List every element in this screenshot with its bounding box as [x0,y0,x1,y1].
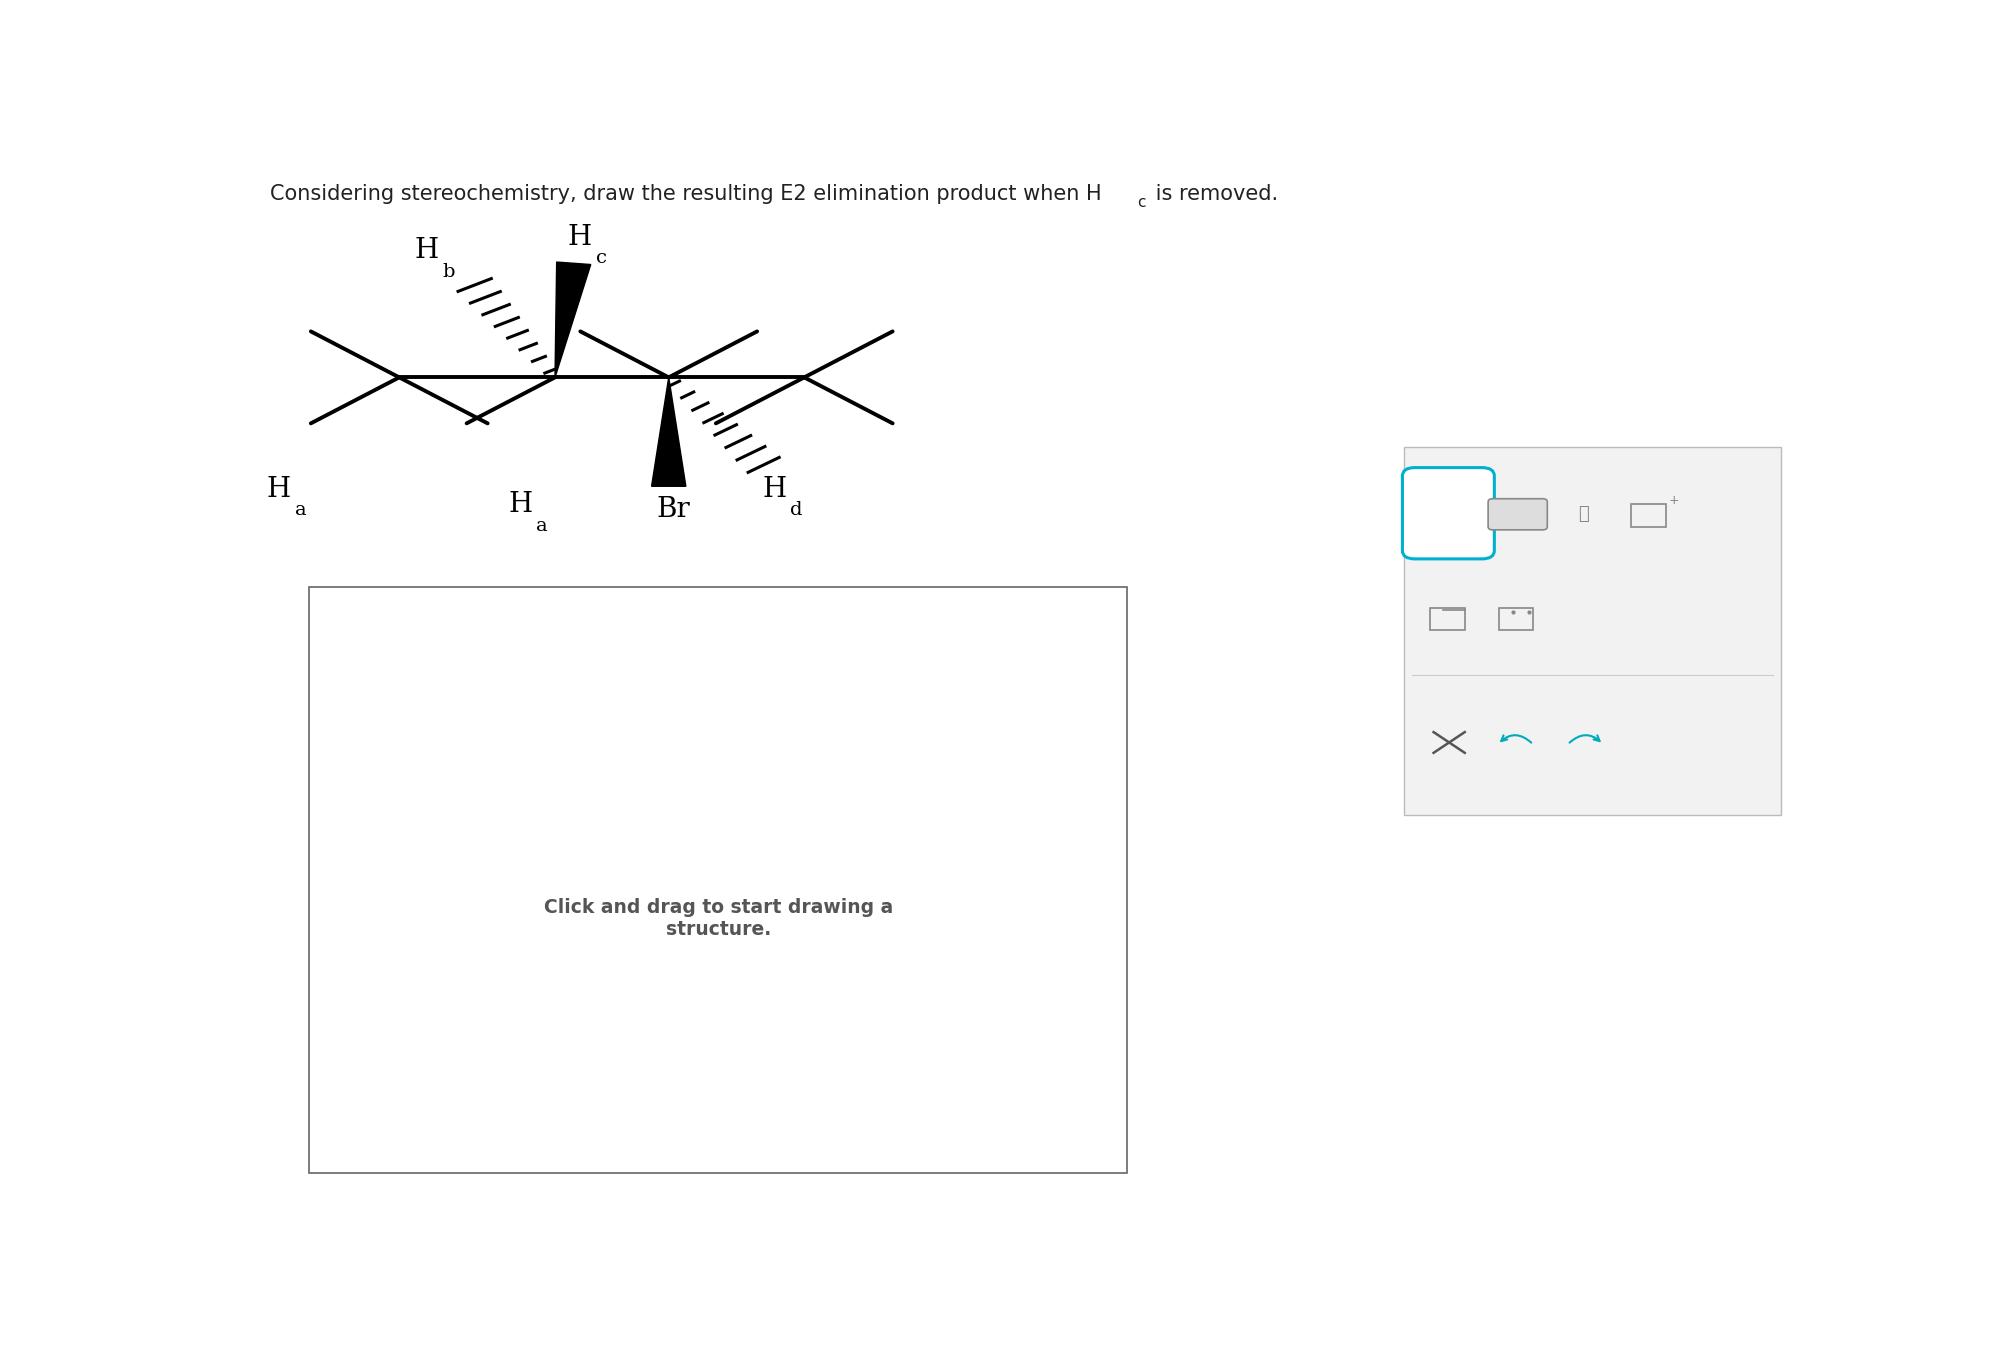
Text: H: H [509,492,533,519]
Bar [1431,607,1465,630]
Bar [1403,447,1781,815]
Bar [1632,504,1666,527]
Text: Considering stereochemistry, draw the resulting E2 elimination product when H: Considering stereochemistry, draw the re… [269,185,1101,205]
Text: b: b [442,263,456,280]
Text: H: H [762,475,786,502]
Text: c: c [1138,195,1146,210]
Text: +: + [1668,494,1678,508]
Text: is removed.: is removed. [1148,185,1278,205]
Text: H: H [267,475,291,502]
Bar [1499,607,1534,630]
Text: d: d [790,501,802,520]
Text: c: c [595,249,607,267]
Text: Click and drag to start drawing a
structure.: Click and drag to start drawing a struct… [545,898,892,939]
Text: ✋: ✋ [1578,505,1588,523]
Text: Br: Br [655,497,689,524]
Polygon shape [651,377,685,486]
Text: a: a [537,517,549,535]
Text: H: H [414,237,438,264]
Bar [310,587,1128,1173]
Text: H: H [567,224,591,251]
FancyBboxPatch shape [1487,498,1548,529]
Polygon shape [555,263,591,377]
FancyBboxPatch shape [1403,467,1493,559]
Text: a: a [295,501,306,520]
